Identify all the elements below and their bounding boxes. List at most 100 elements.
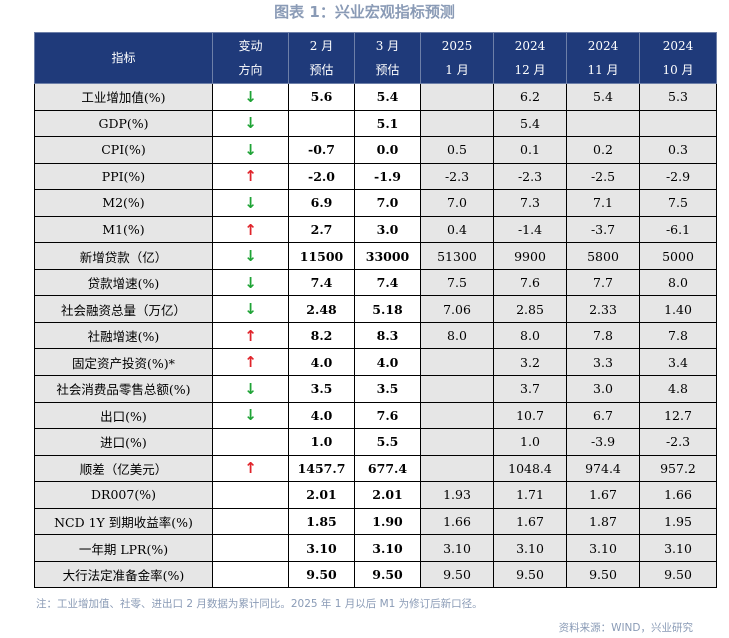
indicator-name: 固定资产投资(%)*: [34, 348, 213, 377]
indicator-name: 顺差（亿美元）: [34, 454, 213, 483]
value-2025-jan: 7.06: [420, 295, 494, 323]
table-row: GDP(%) ↓ 5.1 5.4: [34, 109, 717, 138]
value-2025-jan: 7.5: [420, 268, 494, 297]
mar-estimate: 2.01: [354, 481, 421, 509]
value-2024-oct: -2.3: [639, 428, 717, 456]
header-line-2: 12 月: [514, 63, 546, 77]
indicator-name: 社融增速(%): [34, 321, 213, 350]
arrow-down-icon: ↓: [244, 193, 257, 212]
feb-estimate: 5.6: [288, 83, 355, 111]
direction-cell: ↓: [212, 268, 289, 297]
value-2024-nov: 3.0: [566, 375, 640, 403]
value-2024-nov: 974.4: [566, 454, 640, 483]
arrow-down-icon: ↓: [244, 406, 257, 425]
direction-cell: [212, 534, 289, 562]
arrow-down-icon: ↓: [244, 87, 257, 106]
source-note: 资料来源：WIND，兴业研究: [558, 622, 693, 634]
value-2025-jan: 0.4: [420, 215, 494, 244]
value-2024-dec: 1048.4: [493, 454, 567, 483]
value-2024-oct: 9.50: [639, 560, 717, 589]
arrow-up-icon: ↑: [244, 326, 257, 345]
direction-cell: ↓: [212, 83, 289, 111]
value-2024-oct: [639, 109, 717, 138]
feb-estimate: 2.7: [288, 215, 355, 244]
value-2024-nov: -3.7: [566, 215, 640, 244]
figure-title: 图表 1：兴业宏观指标预测: [274, 3, 455, 21]
value-2024-oct: -6.1: [639, 215, 717, 244]
value-2025-jan: [420, 401, 494, 430]
feb-estimate: 11500: [288, 242, 355, 270]
feb-estimate: 6.9: [288, 189, 355, 217]
header-line-2: 10 月: [662, 63, 694, 77]
arrow-down-icon: ↓: [244, 273, 257, 292]
table-row: 大行法定准备金率(%) 9.50 9.50 9.50 9.50 9.50 9.50: [34, 560, 717, 589]
indicator-name: 工业增加值(%): [34, 83, 213, 111]
value-2024-oct: 957.2: [639, 454, 717, 483]
mar-estimate: 1.90: [354, 507, 421, 536]
direction-cell: [212, 428, 289, 456]
indicator-name: M2(%): [34, 189, 213, 217]
header-cell: 2025 1 月: [420, 32, 494, 84]
value-2025-jan: [420, 454, 494, 483]
value-2024-oct: 1.95: [639, 507, 717, 536]
value-2024-oct: 7.8: [639, 321, 717, 350]
direction-cell: ↓: [212, 189, 289, 217]
direction-cell: [212, 560, 289, 589]
value-2024-oct: 12.7: [639, 401, 717, 430]
value-2024-dec: 7.6: [493, 268, 567, 297]
feb-estimate: 1.85: [288, 507, 355, 536]
value-2024-oct: 5000: [639, 242, 717, 270]
table-row: CPI(%) ↓ -0.7 0.0 0.5 0.1 0.2 0.3: [34, 136, 717, 164]
feb-estimate: 2.48: [288, 295, 355, 323]
direction-cell: ↑: [212, 321, 289, 350]
arrow-down-icon: ↓: [244, 300, 257, 319]
value-2024-dec: 3.10: [493, 534, 567, 562]
table-row: M1(%) ↑ 2.7 3.0 0.4 -1.4 -3.7 -6.1: [34, 215, 717, 244]
value-2024-nov: 1.87: [566, 507, 640, 536]
indicator-name: 社会融资总量（万亿）: [34, 295, 213, 323]
table-row: 工业增加值(%) ↓ 5.6 5.4 6.2 5.4 5.3: [34, 83, 717, 111]
value-2024-nov: 3.10: [566, 534, 640, 562]
value-2024-nov: 0.2: [566, 136, 640, 164]
mar-estimate: 33000: [354, 242, 421, 270]
indicator-name: 进口(%): [34, 428, 213, 456]
value-2025-jan: 9.50: [420, 560, 494, 589]
table-row: 出口(%) ↓ 4.0 7.6 10.7 6.7 12.7: [34, 401, 717, 430]
table-row: 新增贷款（亿） ↓ 11500 33000 51300 9900 5800 5000: [34, 242, 717, 270]
value-2024-dec: 3.7: [493, 375, 567, 403]
feb-estimate: -0.7: [288, 136, 355, 164]
value-2024-nov: 7.7: [566, 268, 640, 297]
feb-estimate: 4.0: [288, 348, 355, 377]
value-2024-dec: 1.67: [493, 507, 567, 536]
direction-cell: [212, 507, 289, 536]
header-cell: 2024 12 月: [493, 32, 567, 84]
arrow-up-icon: ↑: [244, 220, 257, 239]
table-row: 贷款增速(%) ↓ 7.4 7.4 7.5 7.6 7.7 8.0: [34, 268, 717, 297]
header-line-1: 2024: [587, 39, 619, 53]
mar-estimate: 5.5: [354, 428, 421, 456]
feb-estimate: 1.0: [288, 428, 355, 456]
value-2024-oct: -2.9: [639, 162, 717, 191]
value-2024-oct: 1.40: [639, 295, 717, 323]
value-2025-jan: -2.3: [420, 162, 494, 191]
direction-cell: ↓: [212, 375, 289, 403]
value-2025-jan: 1.93: [420, 481, 494, 509]
header-line-1: 2024: [514, 39, 546, 53]
direction-cell: ↑: [212, 162, 289, 191]
indicator-name: 贷款增速(%): [34, 268, 213, 297]
mar-estimate: 7.6: [354, 401, 421, 430]
value-2025-jan: 1.66: [420, 507, 494, 536]
value-2024-oct: 3.10: [639, 534, 717, 562]
value-2024-nov: [566, 109, 640, 138]
header-line-1: 指标: [111, 51, 136, 65]
feb-estimate: [288, 109, 355, 138]
mar-estimate: 3.10: [354, 534, 421, 562]
header-cell: 2 月预估: [288, 32, 355, 84]
indicator-name: 出口(%): [34, 401, 213, 430]
value-2024-oct: 3.4: [639, 348, 717, 377]
arrow-up-icon: ↑: [244, 459, 257, 478]
mar-estimate: 3.0: [354, 215, 421, 244]
arrow-up-icon: ↑: [244, 167, 257, 186]
header-line-2: 1 月: [445, 63, 469, 77]
